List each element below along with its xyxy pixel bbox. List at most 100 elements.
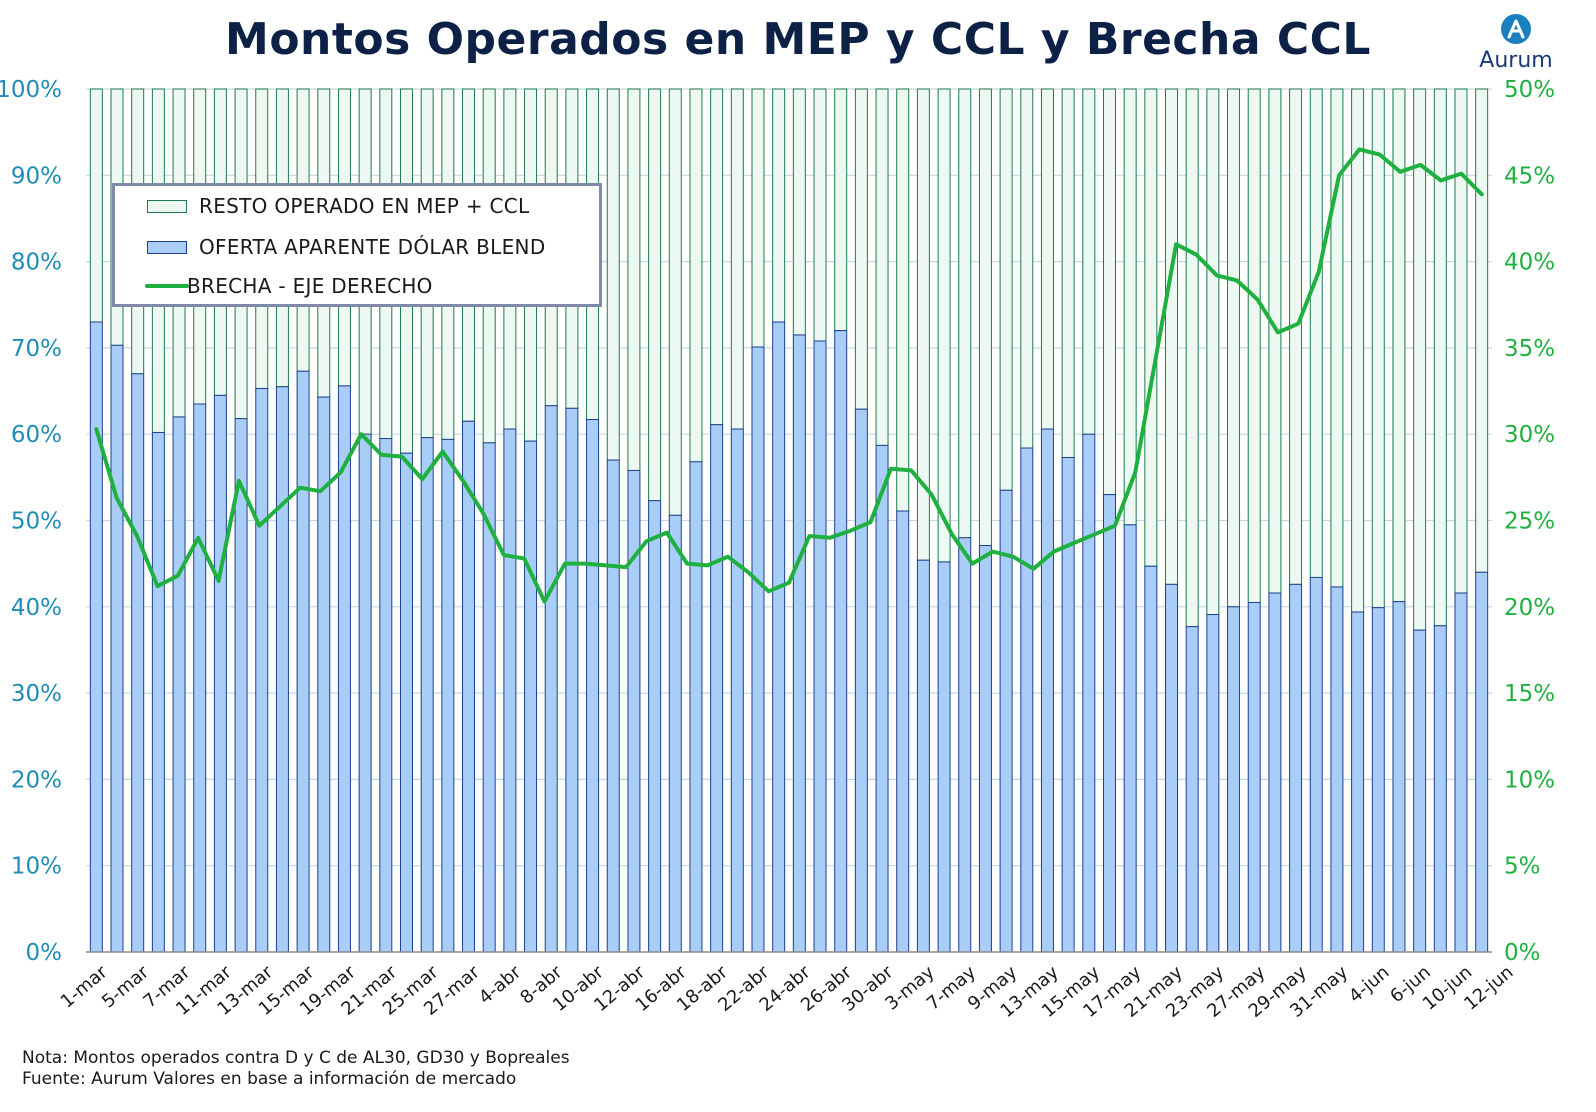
bar-resto (1144, 88, 1158, 567)
bars (89, 88, 1489, 953)
bar-oferta (1206, 614, 1220, 953)
y-left-tick-label: 40% (11, 595, 62, 621)
bar-oferta (1102, 494, 1116, 953)
bar-oferta (1413, 629, 1427, 953)
bar-resto (772, 88, 786, 323)
bar-resto (1268, 88, 1282, 594)
bar-resto (978, 88, 992, 547)
bar-oferta (275, 386, 289, 953)
source-text: Fuente: Aurum Valores en base a informac… (22, 1069, 517, 1089)
bar-resto (668, 88, 682, 516)
bar-oferta (1227, 606, 1241, 953)
bar-resto (606, 88, 620, 461)
x-tick-label: 1-mar (57, 961, 112, 1012)
bar-resto (1061, 88, 1075, 459)
bar-oferta (606, 459, 620, 953)
bar-resto (627, 88, 641, 471)
bar-resto (1330, 88, 1344, 588)
y-left-tick-label: 80% (11, 250, 62, 276)
note-text: Nota: Montos operados contra D y C de AL… (22, 1048, 570, 1068)
bar-oferta (399, 452, 413, 953)
bar-oferta (854, 408, 868, 953)
legend-swatch-line (145, 284, 189, 288)
bar-resto (1433, 88, 1447, 627)
y-right-tick-label: 15% (1504, 681, 1555, 707)
bar-oferta (89, 321, 103, 953)
y-right-tick-label: 20% (1504, 595, 1555, 621)
bar-oferta (586, 419, 600, 953)
aurum-logo: Aurum (1466, 10, 1576, 74)
bar-oferta (978, 545, 992, 953)
bar-resto (1371, 88, 1385, 609)
bar-oferta (916, 559, 930, 953)
bar-resto (1227, 88, 1241, 608)
bar-oferta (420, 437, 434, 953)
y-right-tick-label: 40% (1504, 250, 1555, 276)
bar-oferta (896, 510, 910, 953)
bar-oferta (524, 440, 538, 953)
bar-oferta (730, 428, 744, 953)
y-right-tick-label: 25% (1504, 509, 1555, 535)
bar-resto (1165, 88, 1179, 585)
legend-swatch-green (147, 200, 187, 213)
bar-resto (689, 88, 703, 463)
bar-resto (1206, 88, 1220, 616)
bar-resto (89, 88, 103, 323)
bar-oferta (1247, 601, 1261, 953)
bar-oferta (193, 403, 207, 953)
bar-oferta (379, 438, 393, 953)
logo-text: Aurum (1479, 48, 1553, 73)
bar-resto (1082, 88, 1096, 435)
y-right-tick-label: 50% (1504, 77, 1555, 103)
bar-oferta (792, 334, 806, 953)
bar-oferta (813, 340, 827, 953)
bar-oferta (1040, 428, 1054, 953)
bar-oferta (627, 469, 641, 953)
y-left-tick-label: 100% (0, 77, 62, 103)
bar-oferta (1392, 601, 1406, 953)
bar-oferta (1061, 457, 1075, 953)
bar-oferta (565, 407, 579, 953)
y-left-tick-label: 60% (11, 422, 62, 448)
bar-oferta (1330, 586, 1344, 953)
bar-oferta (255, 387, 269, 953)
y-left-tick-label: 70% (11, 336, 62, 362)
bar-resto (710, 88, 724, 426)
bar-resto (730, 88, 744, 430)
bar-oferta (296, 370, 310, 953)
x-tick-label: 5-mar (98, 961, 153, 1012)
bar-resto (1040, 88, 1054, 430)
bar-resto (937, 88, 951, 563)
bar-oferta (1144, 565, 1158, 953)
bar-oferta (999, 489, 1013, 953)
bar-resto (1454, 88, 1468, 594)
aurum-logo-icon (1501, 14, 1531, 44)
bar-oferta (1289, 583, 1303, 953)
bar-resto (751, 88, 765, 348)
legend-swatch-blue (147, 241, 187, 254)
bar-oferta (544, 405, 558, 953)
y-right-tick-label: 10% (1504, 767, 1555, 793)
legend-label-oferta: OFERTA APARENTE DÓLAR BLEND (199, 235, 546, 259)
bar-resto (896, 88, 910, 512)
bar-oferta (1433, 625, 1447, 953)
y-left-tick-label: 0% (26, 940, 63, 966)
bar-resto (1413, 88, 1427, 631)
bar-oferta (1351, 611, 1365, 953)
legend-label-brecha: BRECHA - EJE DERECHO (187, 274, 433, 298)
bar-oferta (689, 461, 703, 953)
y-left-tick-label: 90% (11, 163, 62, 189)
bar-oferta (213, 394, 227, 953)
bar-oferta (1309, 576, 1323, 953)
y-left-tick-label: 20% (11, 767, 62, 793)
bar-oferta (1082, 433, 1096, 953)
bar-resto (1020, 88, 1034, 449)
bar-oferta (317, 396, 331, 953)
bar-oferta (1185, 626, 1199, 953)
x-tick-label: 4-abr (475, 961, 526, 1008)
bar-oferta (1475, 571, 1489, 953)
bar-oferta (441, 438, 455, 953)
bar-resto (792, 88, 806, 336)
bar-resto (854, 88, 868, 410)
bar-oferta (131, 373, 145, 953)
